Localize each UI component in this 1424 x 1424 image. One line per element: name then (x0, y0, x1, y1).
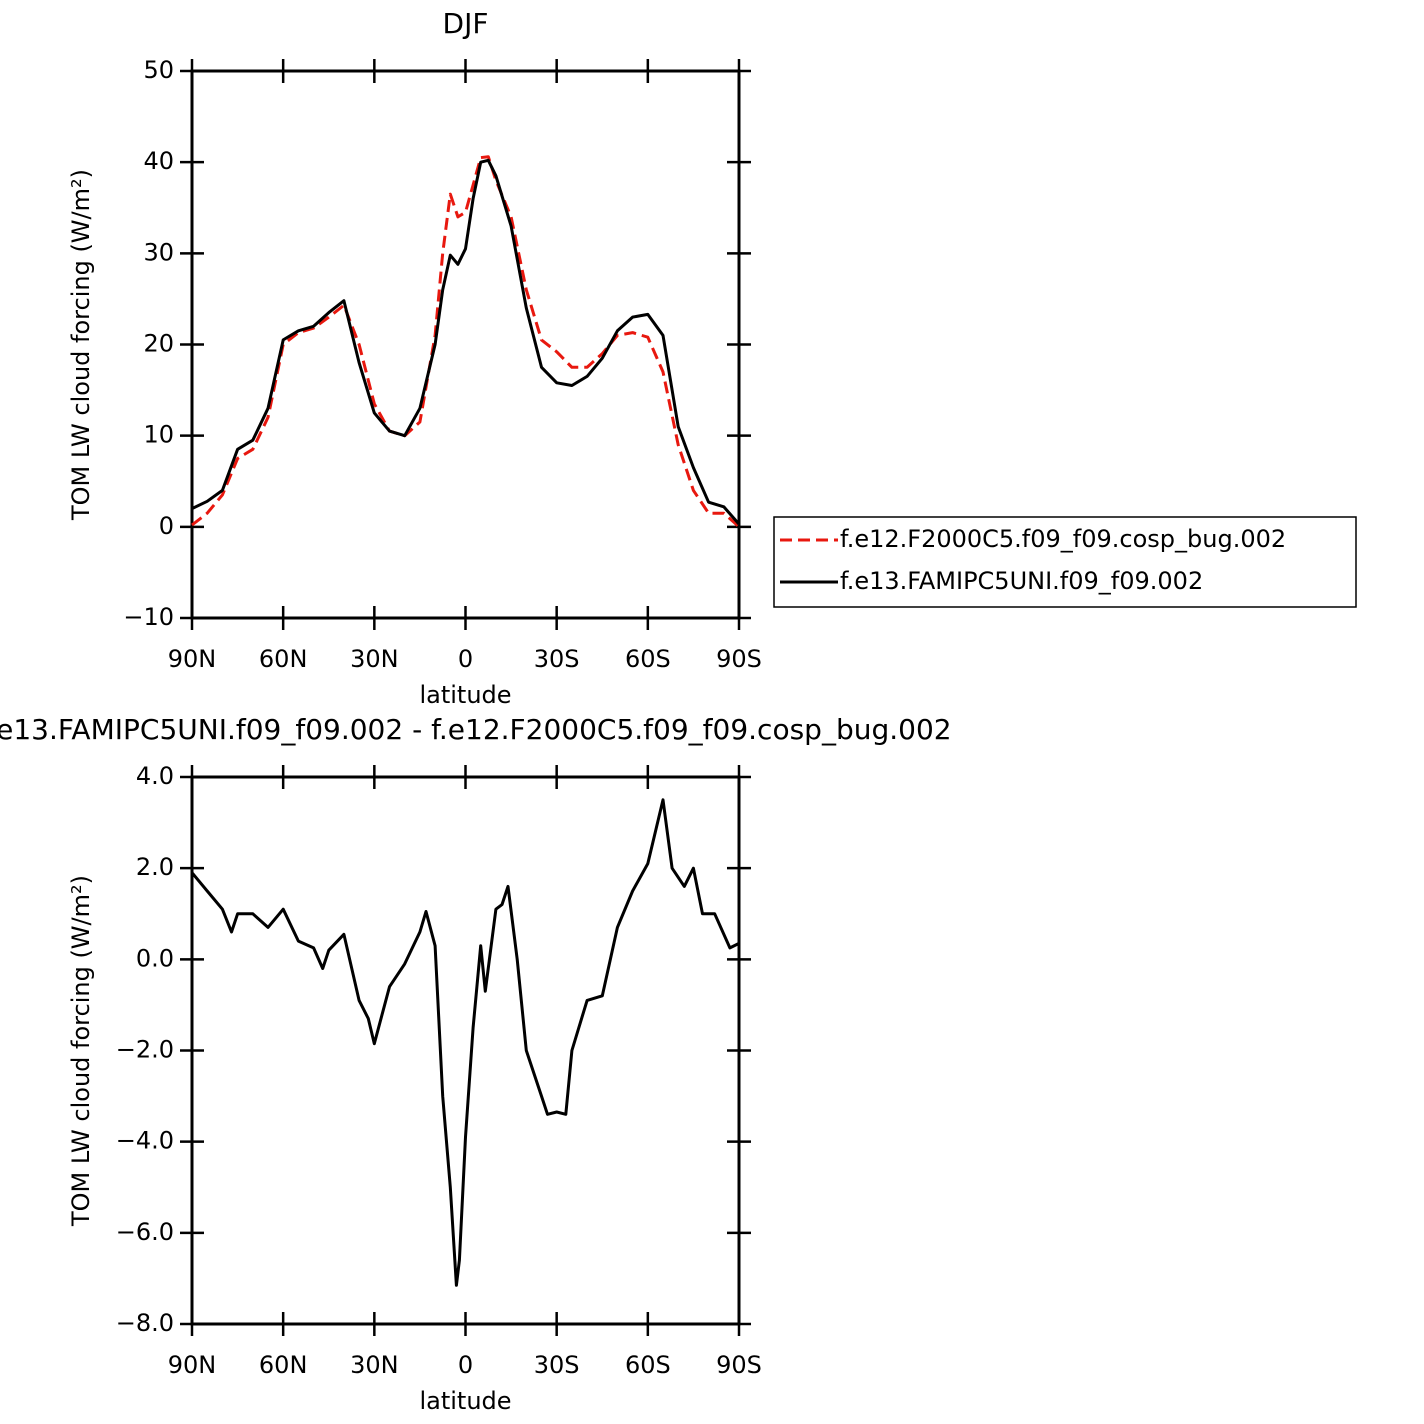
y-tick-label: 50 (143, 56, 174, 84)
y-tick-label: 0.0 (136, 944, 174, 972)
legend-box (773, 516, 1357, 608)
y-tick-label: 2.0 (136, 853, 174, 881)
x-tick-label: 60N (259, 1351, 308, 1379)
y-tick-label: −2.0 (116, 1036, 174, 1064)
data-line (191, 158, 741, 526)
x-axis-label: latitude (419, 681, 511, 709)
x-tick-label: 60S (625, 1351, 671, 1379)
x-tick-label: 30N (350, 1351, 399, 1379)
y-axis-label: TOM LW cloud forcing (W/m²) (67, 875, 95, 1227)
legend-label: f.e13.FAMIPC5UNI.f09_f09.002 (840, 567, 1203, 595)
x-tick-label: 90S (716, 645, 762, 673)
y-tick-label: 10 (143, 421, 174, 449)
x-tick-label: 30S (534, 1351, 580, 1379)
y-tick-label: −4.0 (116, 1127, 174, 1155)
x-tick-label: 60N (259, 645, 308, 673)
data-line (191, 155, 741, 528)
x-tick-label: 30S (534, 645, 580, 673)
x-axis-label: latitude (419, 1387, 511, 1415)
legend-label: f.e12.F2000C5.f09_f09.cosp_bug.002 (840, 525, 1286, 553)
plot-frame (190, 775, 741, 1326)
y-tick-label: −8.0 (116, 1309, 174, 1337)
y-tick-label: 40 (143, 147, 174, 175)
x-tick-label: 60S (625, 645, 671, 673)
y-tick-label: 20 (143, 330, 174, 358)
y-tick-label: 0 (159, 512, 174, 540)
x-tick-label: 30N (350, 645, 399, 673)
chart-title: f.e13.FAMIPC5UNI.f09_f09.002 - f.e12.F20… (0, 713, 952, 746)
y-tick-label: −10 (123, 603, 174, 631)
y-axis-label: TOM LW cloud forcing (W/m²) (67, 169, 95, 521)
x-tick-label: 90N (168, 1351, 217, 1379)
x-tick-label: 0 (458, 1351, 473, 1379)
data-line (190, 798, 740, 1287)
plot-frame (190, 69, 741, 620)
x-tick-label: 0 (458, 645, 473, 673)
x-tick-label: 90N (168, 645, 217, 673)
x-tick-label: 90S (716, 1351, 762, 1379)
chart-title: DJF (443, 7, 489, 40)
y-tick-label: 4.0 (136, 762, 174, 790)
y-tick-label: −6.0 (116, 1218, 174, 1246)
y-tick-label: 30 (143, 238, 174, 266)
